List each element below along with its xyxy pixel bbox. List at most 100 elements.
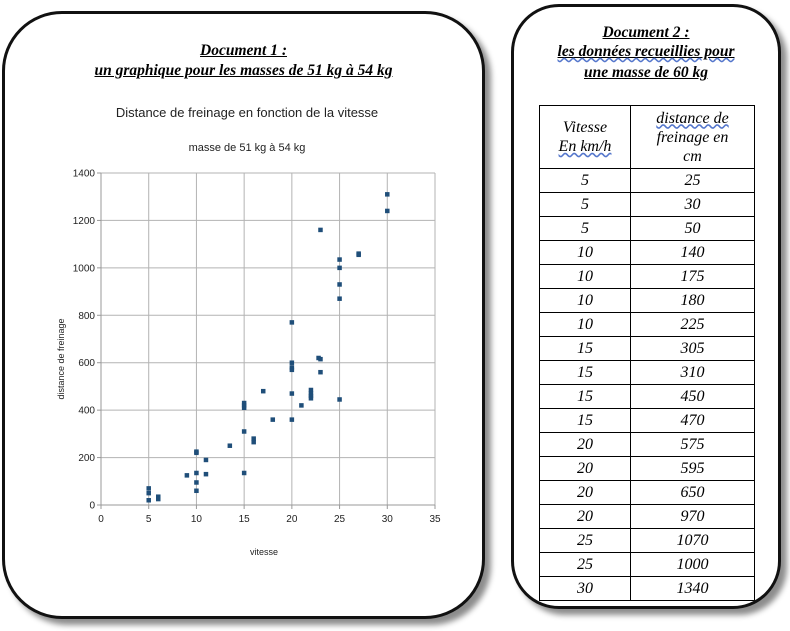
data-point [318,227,323,233]
cell-vitesse: 20 [539,504,631,529]
y-axis-label: distance de freinage [56,318,66,399]
data-point [194,480,199,485]
cell-vitesse: 20 [539,456,631,481]
y-tick-label: 200 [78,453,95,464]
data-point [227,443,233,448]
data-point [251,439,256,445]
data-point [289,417,295,422]
cell-vitesse: 15 [539,384,631,409]
y-tick-label: 1400 [73,169,96,180]
data-point [241,470,247,476]
cell-vitesse: 10 [539,312,631,337]
data-point [241,405,247,411]
data-point [299,403,304,408]
data-point [337,265,342,271]
table-row: 25 1070 [539,528,756,553]
y-tick-label: 1200 [73,216,96,227]
cell-distance: 30 [629,192,756,217]
data-point [241,400,247,406]
cell-vitesse: 5 [539,168,631,193]
table-body: 5 25 5 30 5 50 10 140 10 175 10 180 10 225 15 305 15 310 1… [539,168,756,601]
cell-distance: 1070 [629,528,756,553]
data-point [241,403,247,408]
cell-distance: 225 [629,312,756,337]
data-point [289,391,295,396]
scatter-chart: Distance de freinage en fonction de la v… [56,105,441,557]
cell-vitesse: 10 [539,288,631,313]
table-row: 20 650 [539,480,756,505]
cell-vitesse: 5 [539,216,631,241]
data-point [337,257,342,262]
data-point [385,208,390,214]
data-point [251,436,256,441]
table-row: 30 1340 [539,576,756,601]
cell-distance: 305 [629,336,756,361]
cell-vitesse: 5 [539,192,631,217]
cell-distance: 470 [629,408,756,433]
cell-distance: 310 [629,360,756,385]
table-header-row: Vitesse En km/h distance de freinage en … [539,105,756,169]
cell-vitesse: 20 [539,432,631,457]
data-point [203,457,209,463]
data-point [308,393,314,399]
x-tick-label: 0 [98,514,104,525]
data-point [289,367,295,373]
column-header-vitesse-line1: Vitesse [562,119,608,136]
data-point [146,490,151,496]
data-point [337,296,342,301]
column-header-vitesse-line2: En km/h [540,137,630,156]
cell-vitesse: 25 [539,552,631,577]
column-header-vitesse-unit: En km/h [558,138,612,155]
data-point [146,498,151,503]
data-point [270,417,276,422]
y-tick-label: 800 [78,311,95,322]
cell-vitesse: 30 [539,576,631,601]
x-axis-label: vitesse [250,547,278,557]
data-point [337,282,342,287]
x-tick-label: 5 [146,514,152,525]
cell-distance: 595 [629,456,756,481]
x-tick-label: 15 [239,514,251,525]
cell-vitesse: 15 [539,336,631,361]
data-point [146,486,151,491]
x-tick-label: 30 [382,514,394,525]
chart-subtitle: masse de 51 kg à 54 kg [189,142,306,154]
table-row: 20 595 [539,456,756,481]
document-2-subtitle-text: les données recueillies pour [557,43,735,60]
table-row: 20 970 [539,504,756,529]
y-tick-label: 600 [78,358,95,369]
data-point [385,192,390,197]
chart-grid [100,172,436,506]
table-row: 10 175 [539,264,756,289]
data-point [260,388,266,394]
data-point [337,397,342,402]
data-point [184,473,190,478]
y-tick-label: 1000 [73,263,96,274]
column-header-distance-line3: cm [683,147,702,165]
data-point [194,488,199,494]
cell-distance: 575 [629,432,756,457]
data-point [308,396,314,401]
column-header-vitesse: Vitesse En km/h [539,105,631,169]
y-tick-labels: 0 200 400 600 800 1000 1200 1400 [73,169,96,512]
data-point [308,391,314,396]
document-2-subtitle-line2: une masse de 60 kg [584,64,708,81]
cell-distance: 50 [629,216,756,241]
table-row: 5 25 [539,168,756,193]
y-tick-label: 0 [89,501,95,512]
data-point [318,356,323,362]
cell-vitesse: 10 [539,240,631,265]
x-tick-labels: 0 5 10 15 20 25 30 35 [98,514,441,525]
data-point [203,471,209,477]
x-tick-label: 25 [334,514,346,525]
cell-distance: 970 [629,504,756,529]
cell-distance: 650 [629,480,756,505]
cell-vitesse: 20 [539,480,631,505]
data-point [356,252,361,258]
data-points [146,192,390,503]
table-row: 5 30 [539,192,756,217]
data-point [308,387,314,393]
table-row: 5 50 [539,216,756,241]
cell-vitesse: 15 [539,408,631,433]
table-row: 15 450 [539,384,756,409]
